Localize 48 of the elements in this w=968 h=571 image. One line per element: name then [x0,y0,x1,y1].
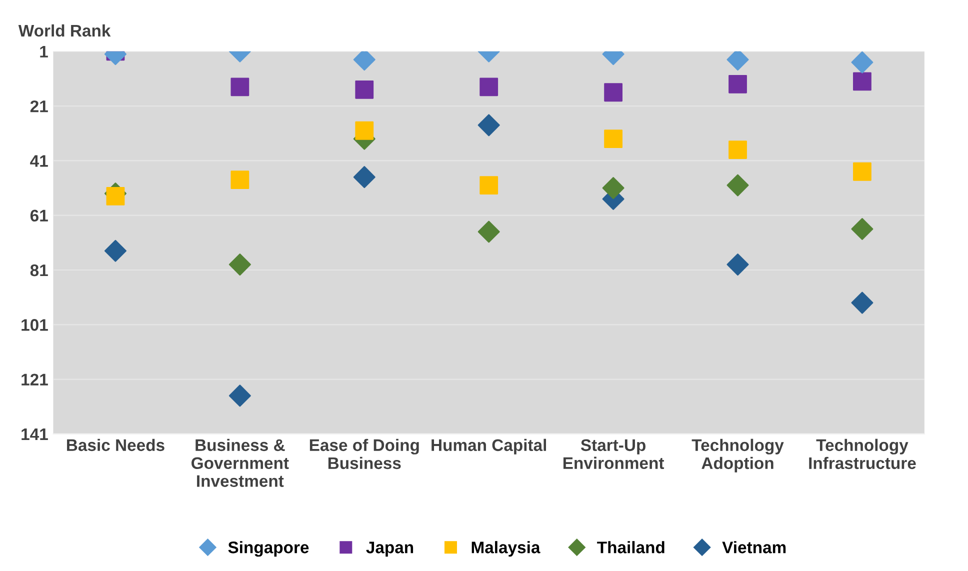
y-tick-label: 121 [22,374,48,386]
x-tick-label: Basic Needs [67,438,164,452]
y-tick-label: 41 [30,155,48,167]
x-tick-label: Business & Government Investment [192,438,289,487]
point [853,72,872,91]
x-tick-label: Technology Adoption [692,438,784,472]
point [228,254,251,276]
point [355,80,374,99]
x-tick-label: Human Capital [432,438,546,454]
x-tick-label: Start-Up Environment [563,439,664,470]
point [726,254,749,276]
legend-label: Thailand [597,541,664,554]
point [478,114,500,136]
point [478,220,500,243]
point [230,170,250,190]
legend-label: Malaysia [472,541,540,557]
point [851,51,874,74]
point [228,384,251,407]
point [480,176,498,194]
y-tick-label: 1 [40,46,48,58]
point [104,240,126,262]
point [480,78,498,96]
legend-label: Singapore [228,541,309,557]
x-tick-label: Ease of Doing Business [310,438,419,470]
y-tick-label: 101 [22,319,48,331]
legend-label: Vietnam [722,541,786,554]
point [230,78,250,96]
y-tick-label: 61 [30,210,48,222]
point [353,166,376,188]
point [353,51,376,71]
point [604,130,622,148]
point [602,177,624,200]
point [726,174,749,196]
y-tick-label: 81 [30,264,48,276]
point [728,140,747,159]
point [728,74,747,94]
y-tick-label: 141 [22,428,48,440]
legend-label: Japan [366,542,414,557]
point [726,51,749,71]
x-tick-label: Technology Infrastructure [809,438,916,470]
y-tick-label: 21 [30,100,48,112]
point [106,187,125,206]
point [851,218,874,240]
y-axis-title: World Rank [18,24,111,37]
point [604,83,622,102]
point [851,292,874,314]
point [853,162,872,181]
point [355,121,374,140]
